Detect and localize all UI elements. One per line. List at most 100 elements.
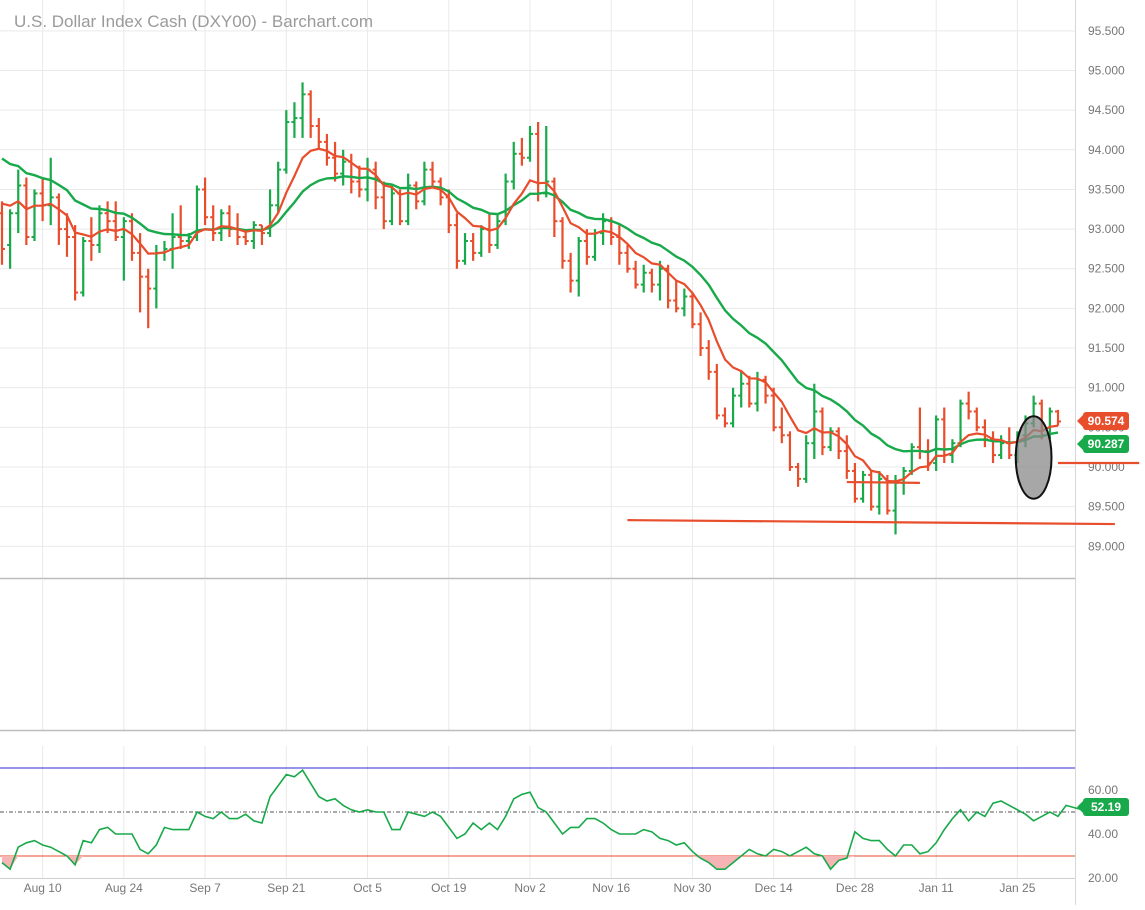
ohlc-bar xyxy=(616,225,623,265)
ohlc-bar xyxy=(7,209,14,269)
ohlc-bar xyxy=(795,463,802,487)
rsi-tick-label: 60.00 xyxy=(1088,783,1118,797)
ohlc-bar xyxy=(226,205,233,238)
ohlc-bar xyxy=(721,407,728,428)
ohlc-bar xyxy=(80,237,87,297)
ohlc-bar xyxy=(47,157,54,226)
ohlc-bar xyxy=(518,137,525,166)
ohlc-bar xyxy=(730,387,737,428)
ohlc-bar xyxy=(0,201,5,265)
ohlc-bar xyxy=(778,407,785,444)
ohlc-bar xyxy=(494,213,501,249)
ohlc-bar xyxy=(811,383,818,460)
ohlc-bar xyxy=(348,153,355,194)
ohlc-bar xyxy=(462,233,469,265)
ohlc-bar xyxy=(63,213,70,257)
rsi-value-badge: 52.19 xyxy=(1077,798,1129,817)
ohlc-bar xyxy=(770,387,777,432)
price-tick-label: 93.500 xyxy=(1088,182,1125,196)
date-tick-label: Sep 7 xyxy=(189,881,221,895)
price-tick-label: 95.500 xyxy=(1088,24,1125,38)
price-tick-label: 93.000 xyxy=(1088,222,1125,236)
ohlc-bar xyxy=(803,435,810,483)
ohlc-bar xyxy=(933,415,940,471)
ohlc-bar xyxy=(559,217,566,269)
rsi-tick-label: 20.00 xyxy=(1088,871,1118,885)
ohlc-bar xyxy=(380,181,387,230)
date-tick-label: Oct 19 xyxy=(431,881,467,895)
ohlc-bar xyxy=(640,264,647,293)
ohlc-bar xyxy=(697,312,704,356)
support-line xyxy=(627,519,1115,526)
ohlc-bar xyxy=(291,102,298,138)
ohlc-bar xyxy=(137,233,144,313)
ohlc-bar xyxy=(648,268,655,293)
ohlc-bar xyxy=(388,185,395,226)
ohlc-bar xyxy=(96,205,103,253)
ohlc-bar xyxy=(892,474,899,535)
rsi-oversold-fill xyxy=(692,856,742,870)
ohlc-bar xyxy=(900,466,907,495)
ohlc-bar xyxy=(681,288,688,317)
ohlc-bar xyxy=(583,229,590,265)
ohlc-bar xyxy=(55,193,62,245)
ohlc-bar xyxy=(437,177,444,206)
ohlc-bar xyxy=(990,431,997,464)
ohlc-bar xyxy=(218,209,225,241)
ohlc-bar xyxy=(364,157,371,202)
date-tick-label: Sep 21 xyxy=(267,881,305,895)
date-tick-label: Dec 28 xyxy=(836,881,874,895)
price-tick-label: 94.500 xyxy=(1088,103,1125,117)
rsi-line xyxy=(1,769,1091,871)
ohlc-bar xyxy=(120,217,127,281)
ohlc-bar xyxy=(705,340,712,380)
ohlc-bar xyxy=(738,371,745,408)
date-tick-label: Nov 30 xyxy=(673,881,711,895)
ohlc-bar xyxy=(486,213,493,253)
ohlc-bar xyxy=(23,177,30,245)
ohlc-bar xyxy=(145,268,152,329)
ohlc-bar xyxy=(746,375,753,408)
ohlc-bar xyxy=(949,439,956,464)
moving-average-badge: 90.287 xyxy=(1077,435,1129,454)
chart-title: U.S. Dollar Index Cash (DXY00) - Barchar… xyxy=(14,12,374,31)
price-tick-label: 92.500 xyxy=(1088,262,1125,276)
last-price-badge: 90.574 xyxy=(1077,412,1129,431)
date-tick-label: Nov 2 xyxy=(514,881,546,895)
ohlc-bar xyxy=(575,237,582,297)
ohlc-bar xyxy=(624,244,631,273)
ohlc-bar xyxy=(527,126,533,162)
support-line xyxy=(846,480,920,484)
date-tick-label: Nov 16 xyxy=(592,881,630,895)
ohlc-bar xyxy=(202,177,209,226)
ohlc-bar xyxy=(835,427,842,460)
ohlc-bar xyxy=(429,161,436,186)
rsi-oversold-fill xyxy=(822,856,855,870)
ohlc-bar xyxy=(104,201,111,234)
ohlc-bar xyxy=(177,205,184,249)
ohlc-bar xyxy=(868,470,875,511)
ohlc-bar xyxy=(876,470,883,515)
price-tick-label: 95.000 xyxy=(1088,64,1125,78)
ohlc-bar xyxy=(543,126,550,198)
highlight-ellipse xyxy=(1014,415,1053,500)
date-tick-label: Dec 14 xyxy=(755,881,793,895)
ohlc-bar xyxy=(250,221,257,249)
ohlc-bar xyxy=(275,161,282,214)
ohlc-bar xyxy=(332,141,339,182)
ohlc-bar xyxy=(258,224,265,245)
ohlc-bar xyxy=(88,217,95,261)
ohlc-bar xyxy=(405,173,412,226)
ohlc-bar xyxy=(112,201,119,241)
ohlc-bar xyxy=(31,189,38,241)
ohlc-bar xyxy=(965,391,972,420)
date-tick-label: Oct 5 xyxy=(353,881,382,895)
ohlc-bar xyxy=(786,431,793,471)
ohlc-bar xyxy=(315,118,322,150)
ohlc-bar xyxy=(551,177,558,238)
moving-average-fast-line xyxy=(1,147,1059,483)
ohlc-bar xyxy=(860,470,867,503)
ohlc-bar xyxy=(827,427,834,452)
